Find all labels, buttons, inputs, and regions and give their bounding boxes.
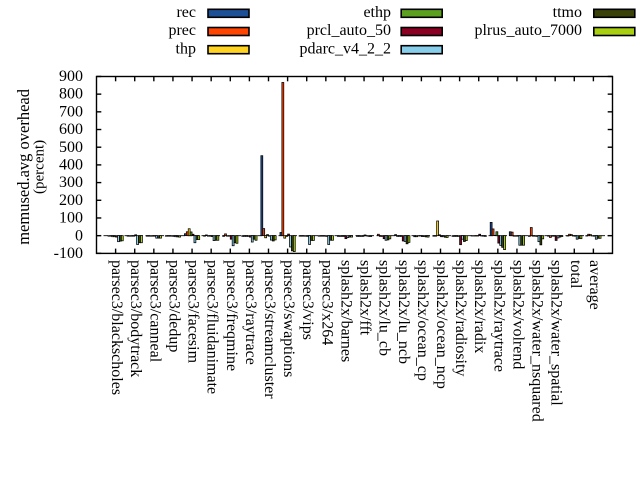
svg-text:800: 800 <box>59 86 83 103</box>
svg-text:prcl_auto_50: prcl_auto_50 <box>307 22 391 39</box>
svg-text:500: 500 <box>59 139 83 156</box>
svg-text:pdarc_v4_2_2: pdarc_v4_2_2 <box>299 40 391 57</box>
svg-text:parsec3/freqmine: parsec3/freqmine <box>223 260 240 371</box>
svg-text:ttmo: ttmo <box>553 4 582 21</box>
svg-text:splash2x/barnes: splash2x/barnes <box>337 260 354 362</box>
svg-text:splash2x/water_nsquared: splash2x/water_nsquared <box>529 260 546 422</box>
svg-text:parsec3/facesim: parsec3/facesim <box>185 260 202 364</box>
svg-text:900: 900 <box>59 68 83 85</box>
svg-text:splash2x/ocean_ncp: splash2x/ocean_ncp <box>433 260 450 389</box>
svg-text:prec: prec <box>168 22 196 39</box>
svg-text:parsec3/bodytrack: parsec3/bodytrack <box>127 260 144 377</box>
svg-text:rec: rec <box>176 4 196 21</box>
svg-text:parsec3/vips: parsec3/vips <box>299 260 316 340</box>
svg-text:splash2x/fft: splash2x/fft <box>357 260 374 336</box>
svg-text:plrus_auto_7000: plrus_auto_7000 <box>474 22 582 39</box>
svg-text:300: 300 <box>59 174 83 191</box>
svg-text:parsec3/blackscholes: parsec3/blackscholes <box>108 260 125 395</box>
svg-text:ethp: ethp <box>363 4 391 21</box>
svg-text:splash2x/ocean_cp: splash2x/ocean_cp <box>414 260 431 381</box>
svg-text:splash2x/lu_cb: splash2x/lu_cb <box>376 260 393 356</box>
svg-text:thp: thp <box>176 40 196 57</box>
svg-text:total: total <box>567 260 584 289</box>
svg-text:average: average <box>586 260 603 310</box>
svg-text:memused.avg overhead: memused.avg overhead <box>14 88 33 245</box>
svg-text:splash2x/raytrace: splash2x/raytrace <box>490 260 507 372</box>
svg-text:splash2x/volrend: splash2x/volrend <box>509 260 526 369</box>
svg-text:splash2x/radix: splash2x/radix <box>471 260 488 353</box>
svg-text:parsec3/streamcluster: parsec3/streamcluster <box>261 260 278 399</box>
svg-text:-100: -100 <box>54 245 83 262</box>
svg-text:(percent): (percent) <box>32 140 48 194</box>
svg-text:splash2x/radiosity: splash2x/radiosity <box>452 260 469 376</box>
svg-text:0: 0 <box>75 227 83 244</box>
svg-text:200: 200 <box>59 192 83 209</box>
svg-text:400: 400 <box>59 157 83 174</box>
svg-text:700: 700 <box>59 103 83 120</box>
svg-text:splash2x/water_spatial: splash2x/water_spatial <box>548 260 565 406</box>
svg-text:parsec3/swaptions: parsec3/swaptions <box>280 260 297 377</box>
svg-text:parsec3/fluidanimate: parsec3/fluidanimate <box>204 260 221 394</box>
svg-text:parsec3/x264: parsec3/x264 <box>318 260 335 345</box>
svg-text:600: 600 <box>59 121 83 138</box>
svg-text:parsec3/canneal: parsec3/canneal <box>146 260 163 363</box>
svg-text:splash2x/lu_ncb: splash2x/lu_ncb <box>395 260 412 364</box>
svg-text:100: 100 <box>59 210 83 227</box>
svg-text:parsec3/dedup: parsec3/dedup <box>165 260 182 352</box>
svg-text:parsec3/raytrace: parsec3/raytrace <box>242 260 259 365</box>
